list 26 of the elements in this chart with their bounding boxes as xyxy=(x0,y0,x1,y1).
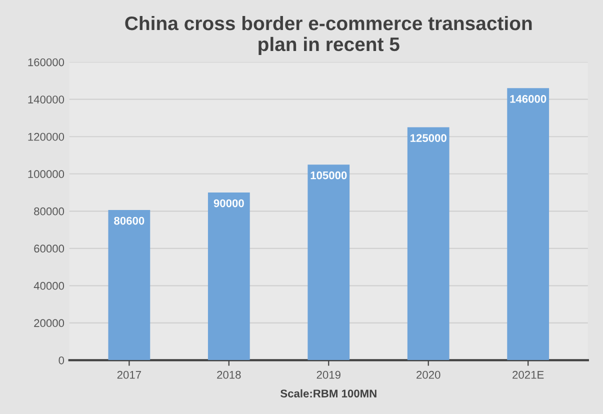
x-axis-title: Scale:RBM 100MN xyxy=(280,389,376,398)
data-label: 90000 xyxy=(214,199,244,208)
data-label: 146000 xyxy=(510,94,546,103)
y-tick-label: 60000 xyxy=(34,244,64,253)
y-tick-label: 0 xyxy=(58,356,64,364)
bar xyxy=(407,127,450,360)
x-tick-label: 2019 xyxy=(316,370,340,379)
data-label: 125000 xyxy=(410,134,446,142)
y-tick-label: 40000 xyxy=(34,282,64,290)
bar xyxy=(308,164,350,360)
x-tick-label: 2020 xyxy=(416,370,440,379)
bar xyxy=(108,210,150,360)
y-tick-label: 20000 xyxy=(34,319,64,328)
y-tick-label: 120000 xyxy=(28,132,64,141)
x-tick-label: 2018 xyxy=(217,370,241,379)
y-tick-label: 140000 xyxy=(28,96,64,104)
data-label: 105000 xyxy=(310,171,347,180)
y-tick-label: 160000 xyxy=(28,58,64,66)
y-tick-label: 80000 xyxy=(34,207,64,216)
chart-title: China cross border e-commerce transaction plan in recent 5 xyxy=(125,16,532,56)
y-tick-label: 100000 xyxy=(28,170,64,178)
data-label: 80600 xyxy=(114,216,144,225)
bar xyxy=(208,192,250,360)
bar xyxy=(507,88,550,360)
x-tick-label: 2017 xyxy=(117,370,141,379)
x-tick-label: 2021E xyxy=(512,370,544,379)
